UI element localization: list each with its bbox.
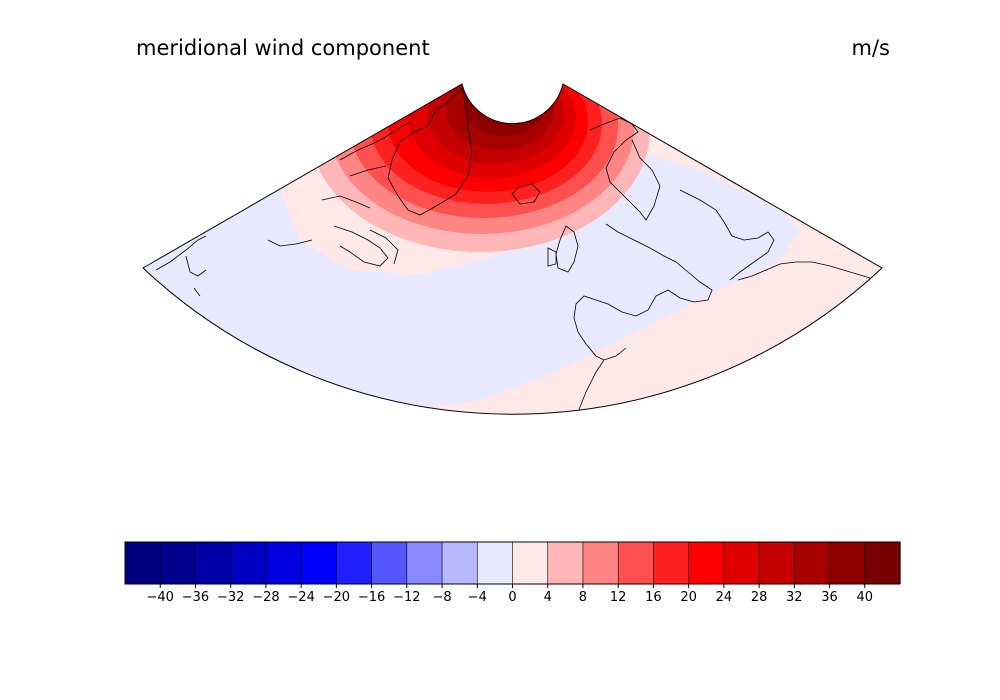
plot-title: meridional wind component <box>136 36 430 60</box>
colorbar-tick-label: 16 <box>645 590 662 605</box>
colorbar-cells <box>124 541 901 585</box>
colorbar-cell <box>758 541 795 585</box>
colorbar-tick-label: 28 <box>751 590 768 605</box>
colorbar-cell <box>688 541 725 585</box>
hudson-area <box>267 239 313 247</box>
colorbar-tick-label: 8 <box>579 590 587 605</box>
europe-continent <box>573 223 713 361</box>
colorbar-tick-label: 0 <box>508 590 516 605</box>
coastlines <box>155 87 871 415</box>
colorbar-tick-label: −16 <box>358 590 385 605</box>
mediterranean-south <box>551 359 605 415</box>
greenland-coast <box>387 87 473 216</box>
british-isles <box>547 225 579 273</box>
colorbar-cell <box>195 541 232 585</box>
colorbar-tick-label: 4 <box>544 590 552 605</box>
colorbar-cell <box>547 541 584 585</box>
colorbar-tick-label: −24 <box>287 590 314 605</box>
map-boundary <box>142 83 883 415</box>
colorbar-frame <box>124 541 901 585</box>
colorbar-cell <box>406 541 443 585</box>
colorbar-tick-label: 40 <box>856 590 873 605</box>
colorbar-cell <box>794 541 831 585</box>
colorbar-tick-label: 36 <box>821 590 838 605</box>
baltic-region <box>679 189 775 281</box>
colorbar-cell <box>653 541 690 585</box>
colorbar-tick-label: 12 <box>610 590 627 605</box>
colorbar-cell <box>582 541 619 585</box>
colorbar-cell <box>230 541 267 585</box>
colorbar-cell <box>159 541 197 585</box>
north-america-west <box>155 235 207 331</box>
colorbar-cell <box>723 541 760 585</box>
colorbar-ticks: −40 −36 −32 −28 −24 −20 −16 −12 −8 −4 0 4 8 12 16 20 24 2… <box>147 584 873 605</box>
colorbar-cell <box>371 541 408 585</box>
colorbar-tick-label: 32 <box>786 590 803 605</box>
colorbar-cell <box>617 541 655 585</box>
colorbar-cell <box>829 541 866 585</box>
colorbar-tick-label: −28 <box>252 590 279 605</box>
colorbar-tick-label: −8 <box>432 590 451 605</box>
colorbar-tick-label: −20 <box>323 590 350 605</box>
iceland-coast <box>511 183 541 205</box>
colorbar-cell <box>476 541 514 585</box>
colorbar-tick-label: 24 <box>716 590 733 605</box>
colorbar-cell <box>124 541 161 585</box>
colorbar-cell <box>864 541 901 585</box>
colorbar-cell <box>441 541 478 585</box>
colorbar-cell <box>300 541 337 585</box>
colorbar-cell <box>512 541 549 585</box>
colorbar-cell <box>265 541 302 585</box>
colorbar-cell <box>336 541 373 585</box>
colorbar-tick-label: −4 <box>468 590 487 605</box>
canadian-archipelago <box>321 121 411 209</box>
colorbar-tick-label: −12 <box>393 590 420 605</box>
colorbar-tick-label: −32 <box>217 590 244 605</box>
labrador-coast <box>333 225 399 267</box>
colorbar-tick-label: 20 <box>680 590 697 605</box>
colorbar-tick-label: −36 <box>182 590 209 605</box>
units-label: m/s <box>851 36 890 60</box>
colorbar-tick-label: −40 <box>147 590 174 605</box>
middle-east <box>737 261 871 281</box>
